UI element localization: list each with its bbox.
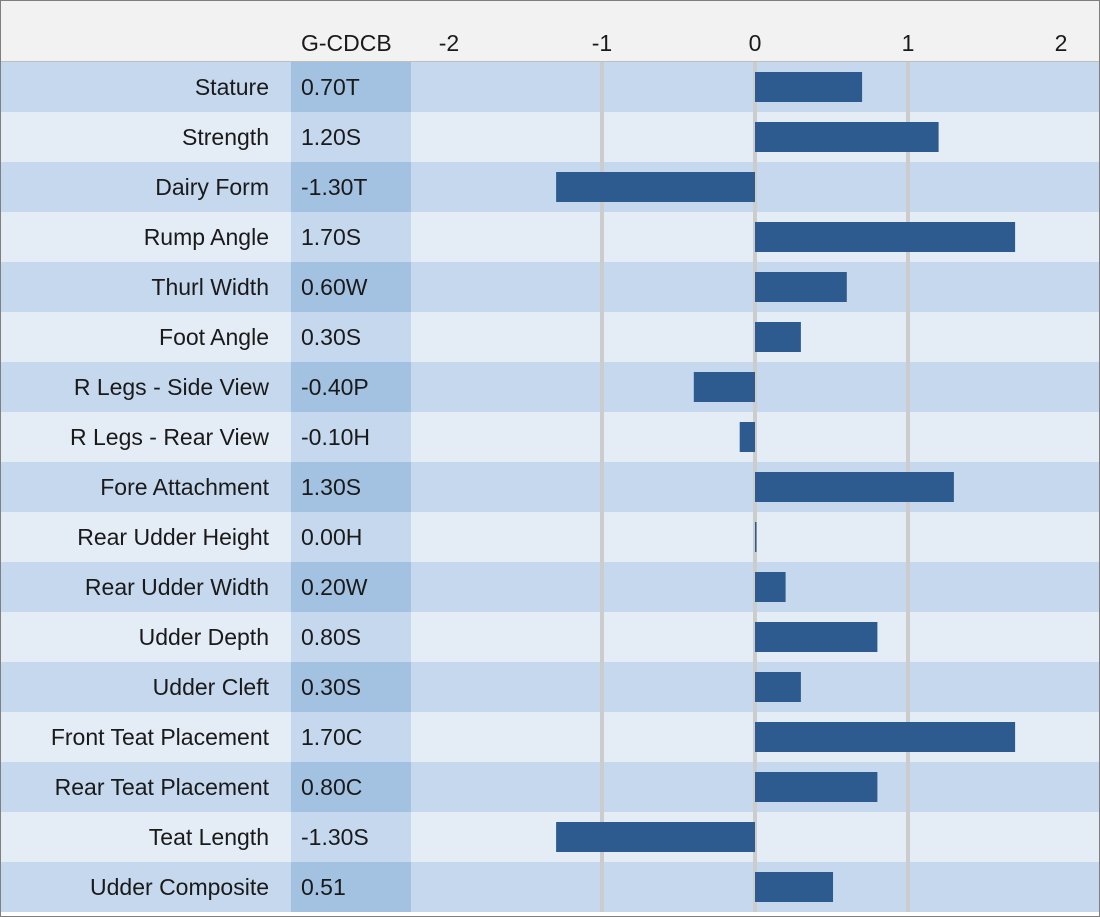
category-label: Thurl Width [151, 274, 269, 300]
value-cell-background [291, 712, 411, 762]
bar [755, 872, 834, 902]
category-label: Foot Angle [159, 324, 269, 350]
bar [755, 322, 801, 352]
category-label: Teat Length [149, 824, 269, 850]
bar [755, 522, 757, 552]
value-label: -1.30S [301, 824, 369, 850]
value-label: -1.30T [301, 174, 367, 200]
row-background [1, 762, 1099, 812]
x-tick-label: 2 [1055, 30, 1068, 56]
category-label: Rump Angle [144, 224, 269, 250]
x-tick-label: -2 [439, 30, 459, 56]
row-background [1, 162, 1099, 212]
category-label: R Legs - Side View [74, 374, 270, 400]
row-background [1, 512, 1099, 562]
category-label: Udder Depth [139, 624, 269, 650]
value-column-header: G-CDCB [301, 30, 392, 56]
row-background [1, 312, 1099, 362]
value-cell-background [291, 512, 411, 562]
category-label: Strength [182, 124, 269, 150]
bar [755, 722, 1016, 752]
category-label: R Legs - Rear View [70, 424, 269, 450]
value-cell-background [291, 462, 411, 512]
row-background [1, 262, 1099, 312]
category-label: Rear Udder Width [85, 574, 269, 600]
value-label: 0.60W [301, 274, 368, 300]
category-label: Rear Udder Height [77, 524, 269, 550]
category-label: Front Teat Placement [51, 724, 270, 750]
bar [755, 272, 847, 302]
row-background [1, 812, 1099, 862]
row-background [1, 562, 1099, 612]
category-label: Udder Cleft [153, 674, 270, 700]
value-cell-background [291, 212, 411, 262]
row-background [1, 612, 1099, 662]
value-label: 0.80C [301, 774, 362, 800]
bar [755, 572, 786, 602]
value-cell-background [291, 312, 411, 362]
bar [755, 772, 878, 802]
value-label: 1.70C [301, 724, 362, 750]
bar [755, 672, 801, 702]
bar [556, 172, 755, 202]
value-label: -0.40P [301, 374, 369, 400]
bar [556, 822, 755, 852]
value-cell-background [291, 112, 411, 162]
header-band [1, 1, 1099, 62]
row-background [1, 362, 1099, 412]
value-cell-background [291, 812, 411, 862]
bar [755, 472, 954, 502]
value-cell-background [291, 562, 411, 612]
value-label: 0.70T [301, 74, 360, 100]
value-label: -0.10H [301, 424, 370, 450]
category-label: Dairy Form [155, 174, 269, 200]
value-label: 0.20W [301, 574, 368, 600]
value-cell-background [291, 662, 411, 712]
bar [693, 372, 755, 402]
bar [755, 72, 863, 102]
value-label: 1.20S [301, 124, 361, 150]
category-label: Fore Attachment [100, 474, 269, 500]
row-background [1, 662, 1099, 712]
value-label: 0.80S [301, 624, 361, 650]
bar [755, 622, 878, 652]
value-cell-background [291, 162, 411, 212]
row-background [1, 412, 1099, 462]
value-label: 1.70S [301, 224, 361, 250]
value-cell-background [291, 62, 411, 112]
value-cell-background [291, 612, 411, 662]
value-label: 1.30S [301, 474, 361, 500]
value-cell-background [291, 362, 411, 412]
row-background [1, 862, 1099, 912]
category-label: Udder Composite [90, 874, 269, 900]
x-tick-label: 1 [902, 30, 915, 56]
x-tick-label: 0 [749, 30, 762, 56]
value-cell-background [291, 262, 411, 312]
row-background [1, 62, 1099, 112]
category-label: Rear Teat Placement [55, 774, 270, 800]
value-label: 0.30S [301, 674, 361, 700]
bar [739, 422, 755, 452]
bar [755, 222, 1016, 252]
value-label: 0.30S [301, 324, 361, 350]
value-cell-background [291, 862, 411, 912]
value-label: 0.51 [301, 874, 346, 900]
x-tick-label: -1 [592, 30, 612, 56]
value-cell-background [291, 762, 411, 812]
category-label: Stature [195, 74, 269, 100]
bar [755, 122, 939, 152]
value-cell-background [291, 412, 411, 462]
value-label: 0.00H [301, 524, 362, 550]
